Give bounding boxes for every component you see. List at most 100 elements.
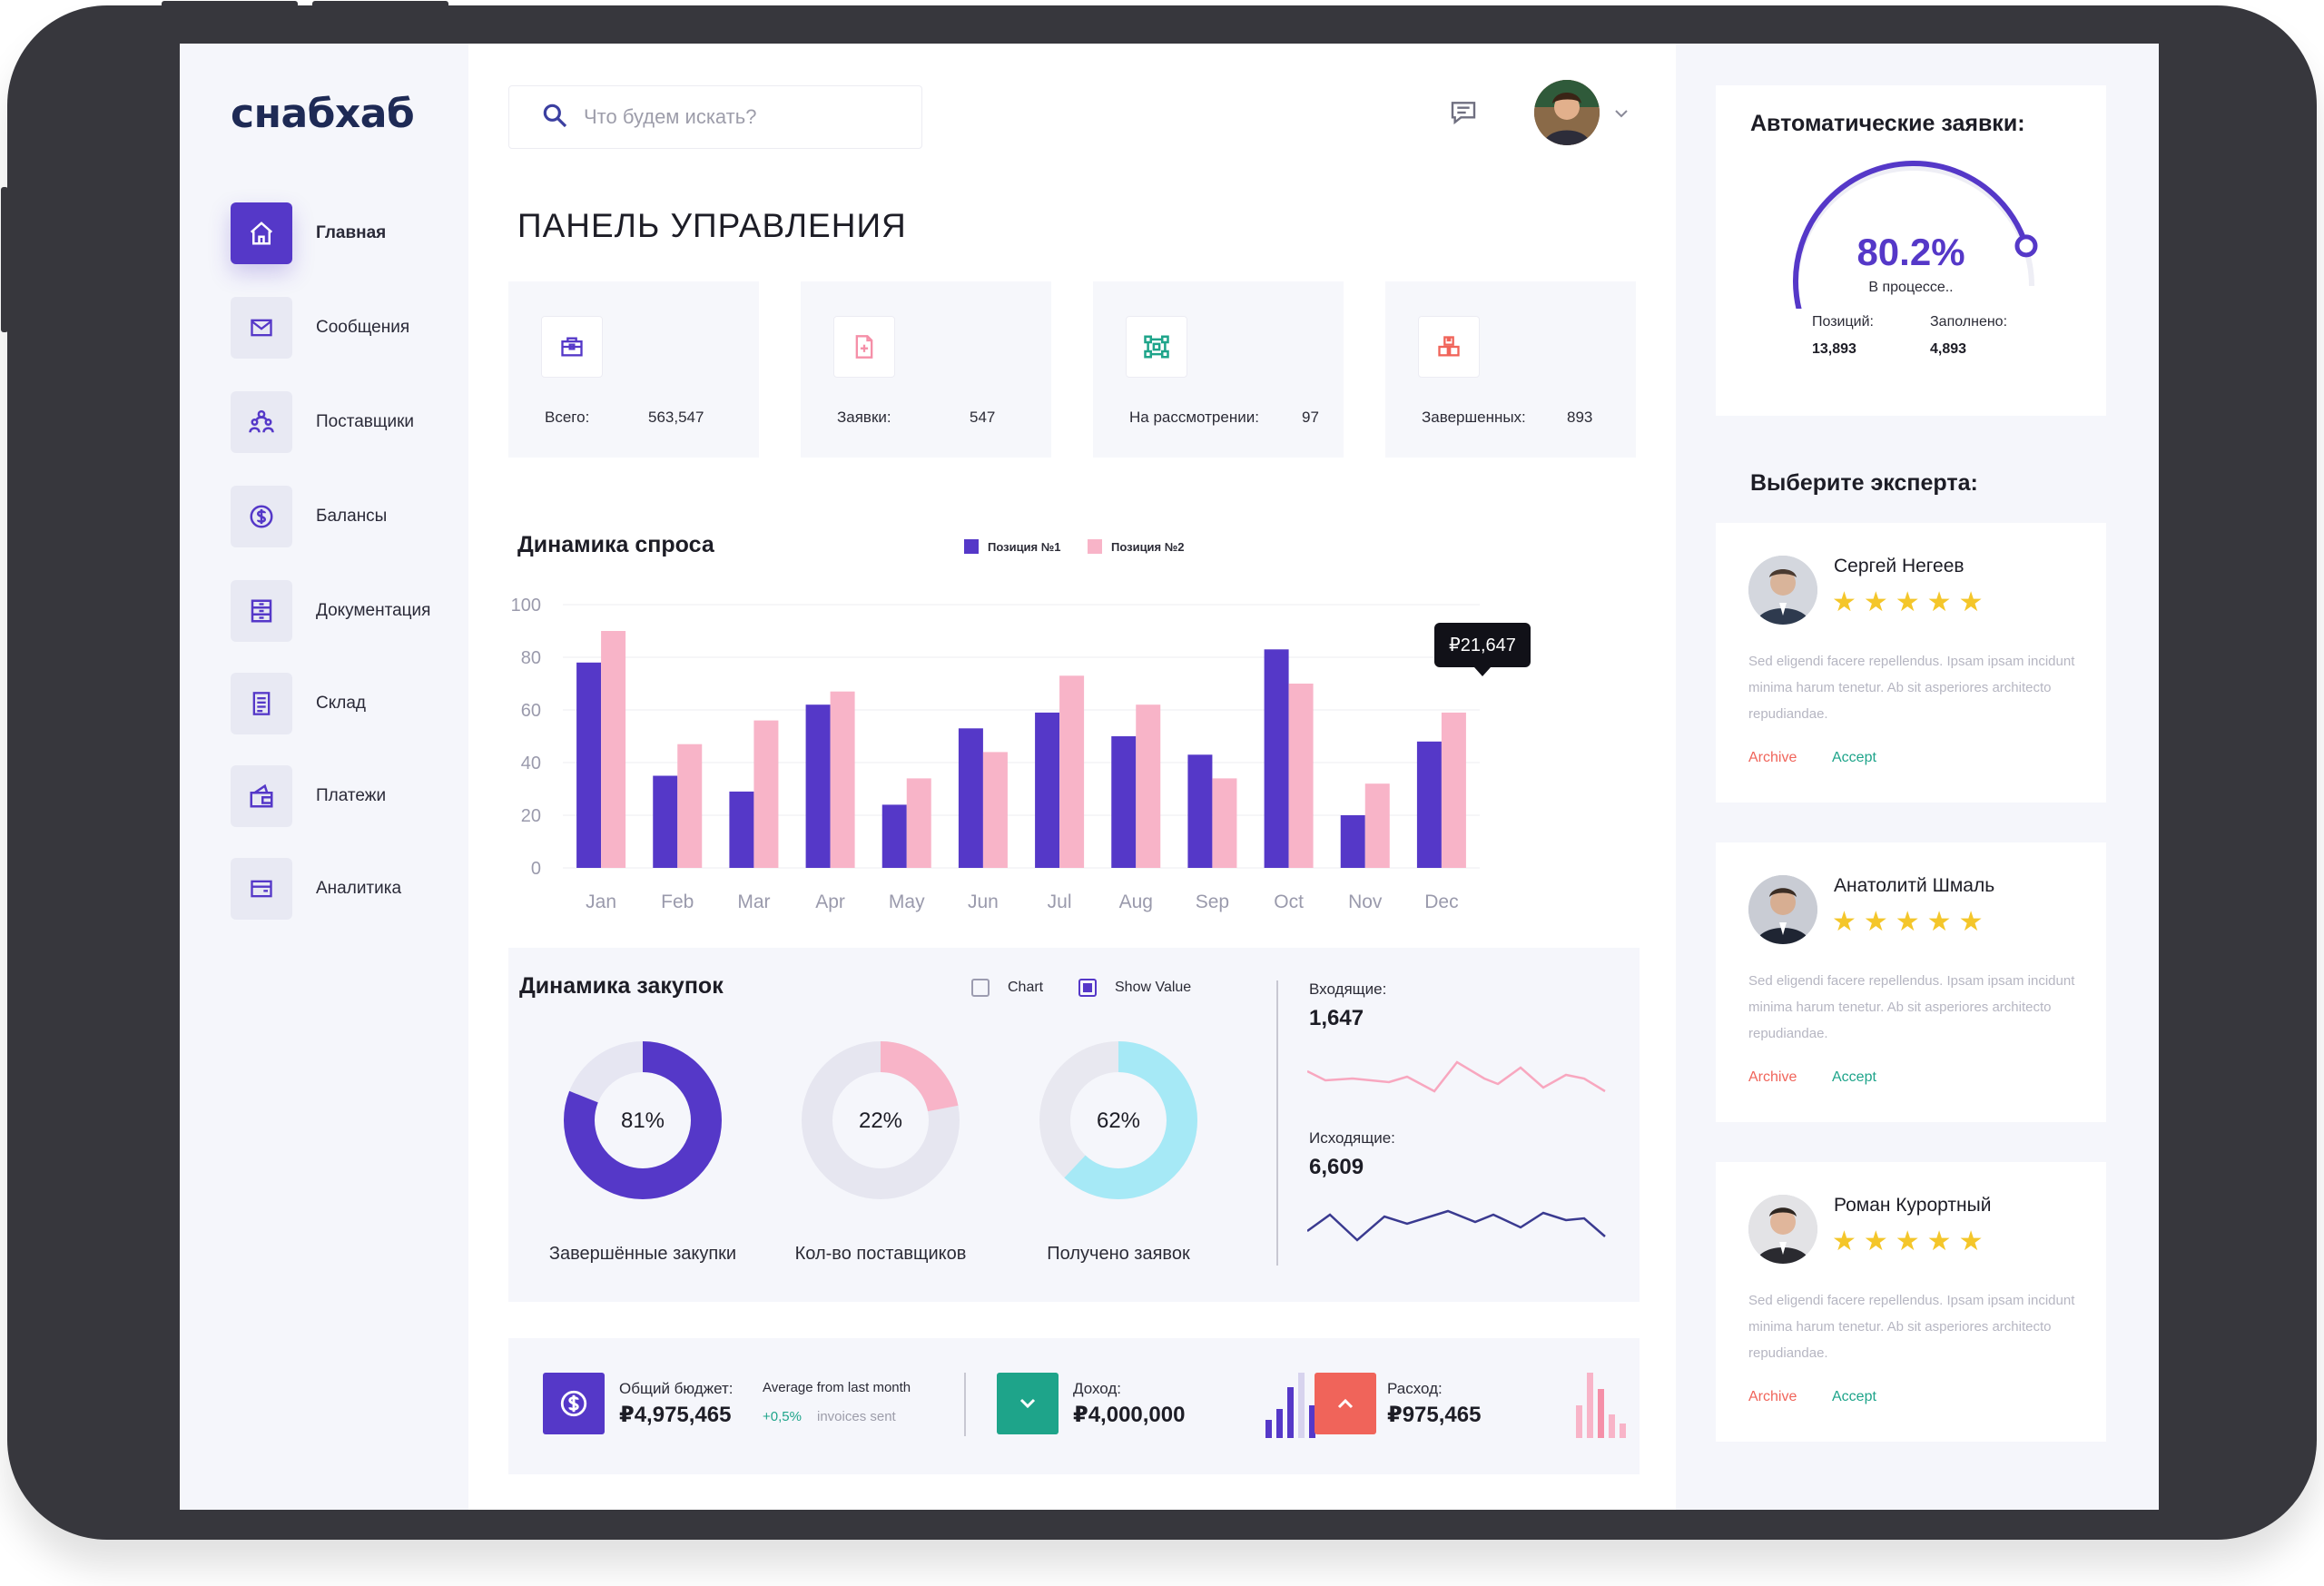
incoming-value: 1,647 (1309, 1006, 1364, 1030)
main-content: Что будем искать? ПАНЕЛЬ УПРАВЛЕНИЯ Всег… (468, 44, 1676, 1510)
expert-description: Sed eligendi facere repellendus. Ipsam i… (1748, 654, 2075, 722)
search-input[interactable]: Что будем искать? (584, 105, 757, 128)
donut-arc (564, 1041, 722, 1199)
bar (1212, 778, 1237, 868)
sidebar-item-label: Склад (316, 694, 366, 713)
stat-value: 893 (1567, 409, 1593, 426)
bar (1111, 736, 1137, 868)
expense-value: ₽975,465 (1387, 1403, 1482, 1427)
incoming-sparkline (1307, 1060, 1606, 1093)
chevron-down-icon[interactable] (997, 1373, 1059, 1434)
stat-label: Всего: (545, 409, 590, 426)
search-bar[interactable]: Что будем искать? (508, 85, 922, 149)
donut-completed: 81% (564, 1041, 722, 1199)
rating-stars[interactable]: ★★★★★ (1832, 1226, 1991, 1256)
budget-value: ₽4,975,465 (619, 1403, 732, 1427)
analytics-icon (231, 858, 292, 920)
x-tick-label: Mar (737, 892, 770, 912)
bar (906, 778, 931, 868)
dollar-icon (231, 486, 292, 547)
chevron-up-icon[interactable] (1315, 1373, 1376, 1434)
expert-name: Анатолитй Шмаль (1834, 875, 1995, 896)
sidebar-item-messages[interactable]: Сообщения (231, 296, 458, 360)
accept-button[interactable]: Accept (1832, 1069, 1876, 1085)
rating-stars[interactable]: ★★★★★ (1832, 587, 1991, 617)
bar (1035, 712, 1060, 868)
average-label: Average from last month (763, 1380, 911, 1395)
accept-button[interactable]: Accept (1832, 750, 1876, 765)
expert-card[interactable]: Сергей Негеев ★★★★★ Sed eligendi facere … (1716, 523, 2106, 803)
legend-series-1[interactable]: Позиция №1 (964, 539, 1060, 554)
checkbox-box[interactable] (971, 979, 990, 997)
avatar[interactable] (1534, 80, 1600, 145)
sidebar-item-label: Балансы (316, 507, 388, 526)
stat-card-completed[interactable]: Завершенных: 893 (1385, 281, 1636, 458)
expert-description: Sed eligendi facere repellendus. Ipsam i… (1748, 973, 2075, 1041)
donut-label: Кол-во поставщиков (794, 1244, 967, 1264)
bar (958, 728, 983, 868)
archive-button[interactable]: Archive (1748, 750, 1797, 765)
filled-value: 4,893 (1930, 341, 1967, 357)
accept-button[interactable]: Accept (1832, 1389, 1876, 1404)
x-tick-label: Apr (815, 892, 845, 912)
outgoing-label: Исходящие: (1309, 1129, 1395, 1147)
auto-status: В процессе.. (1868, 280, 1954, 295)
chat-icon[interactable] (1449, 98, 1478, 132)
archive-button[interactable]: Archive (1748, 1069, 1797, 1085)
chevron-down-icon[interactable] (1614, 107, 1629, 123)
stat-value: 547 (970, 409, 996, 426)
avatar (1748, 1195, 1817, 1264)
sidebar-item-suppliers[interactable]: Поставщики (231, 390, 458, 454)
bar (729, 791, 754, 868)
add-file-icon (833, 316, 895, 378)
logo[interactable]: снабхаб (231, 91, 415, 137)
sidebar-item-balances[interactable]: Балансы (231, 485, 458, 548)
stat-card-requests[interactable]: Заявки: 547 (801, 281, 1051, 458)
checkbox-box[interactable] (1078, 979, 1097, 997)
expert-description: Sed eligendi facere repellendus. Ipsam i… (1748, 1293, 2075, 1361)
donut-arc (802, 1041, 960, 1199)
x-tick-label: Jan (586, 892, 616, 912)
income-label: Доход: (1073, 1380, 1122, 1397)
sidebar-item-analytics[interactable]: Аналитика (231, 857, 458, 921)
bar (677, 744, 703, 868)
expert-card[interactable]: Анатолитй Шмаль ★★★★★ Sed eligendi facer… (1716, 842, 2106, 1122)
demand-chart: 0 20 40 60 80 100 Jan Feb Mar Apr May Jun Jul Aug Sep O… (499, 570, 1589, 933)
sidebar-item-documents[interactable]: Документация (231, 579, 458, 643)
expert-card[interactable]: Роман Курортный ★★★★★ Sed eligendi facer… (1716, 1162, 2106, 1442)
income-value: ₽4,000,000 (1073, 1403, 1186, 1427)
bar (1187, 754, 1213, 868)
sidebar-item-warehouse[interactable]: Склад (231, 672, 458, 735)
donut-label: Получено заявок (1047, 1244, 1190, 1264)
expense-label: Расход: (1387, 1380, 1443, 1397)
chart-checkbox[interactable]: Chart (971, 979, 1043, 997)
stat-card-total[interactable]: Всего: 563,547 (508, 281, 759, 458)
legend-series-2[interactable]: Позиция №2 (1088, 539, 1184, 554)
show-value-checkbox[interactable]: Show Value (1078, 979, 1191, 997)
outgoing-value: 6,609 (1309, 1155, 1364, 1179)
expert-name: Роман Курортный (1834, 1195, 1992, 1216)
screen: снабхаб Главная Сообщения Поставщики (180, 44, 2159, 1510)
legend-label: Позиция №1 (988, 539, 1061, 554)
sidebar-item-home[interactable]: Главная (231, 202, 458, 265)
sidebar-item-payments[interactable]: Платежи (231, 764, 458, 828)
bar (601, 631, 626, 868)
bar (1136, 704, 1161, 868)
gauge-knob[interactable] (2014, 234, 2038, 258)
stat-label: Завершенных: (1422, 409, 1526, 426)
filled-label: Заполнено: (1930, 314, 2008, 330)
donut-percent: 81% (621, 1108, 665, 1133)
x-tick-label: Nov (1348, 892, 1383, 912)
x-tick-label: Aug (1119, 892, 1153, 912)
y-tick-label: 20 (521, 806, 541, 826)
x-tick-label: May (889, 892, 925, 912)
warehouse-icon (231, 673, 292, 734)
checkbox-label: Show Value (1115, 980, 1192, 995)
rating-stars[interactable]: ★★★★★ (1832, 907, 1991, 937)
archive-button[interactable]: Archive (1748, 1389, 1797, 1404)
experts-title: Выберите эксперта: (1750, 470, 1978, 496)
y-tick-label: 40 (521, 754, 541, 773)
bar (576, 662, 602, 868)
gauge-arc (1793, 161, 2029, 309)
stat-card-review[interactable]: На рассмотрении: 97 (1093, 281, 1344, 458)
